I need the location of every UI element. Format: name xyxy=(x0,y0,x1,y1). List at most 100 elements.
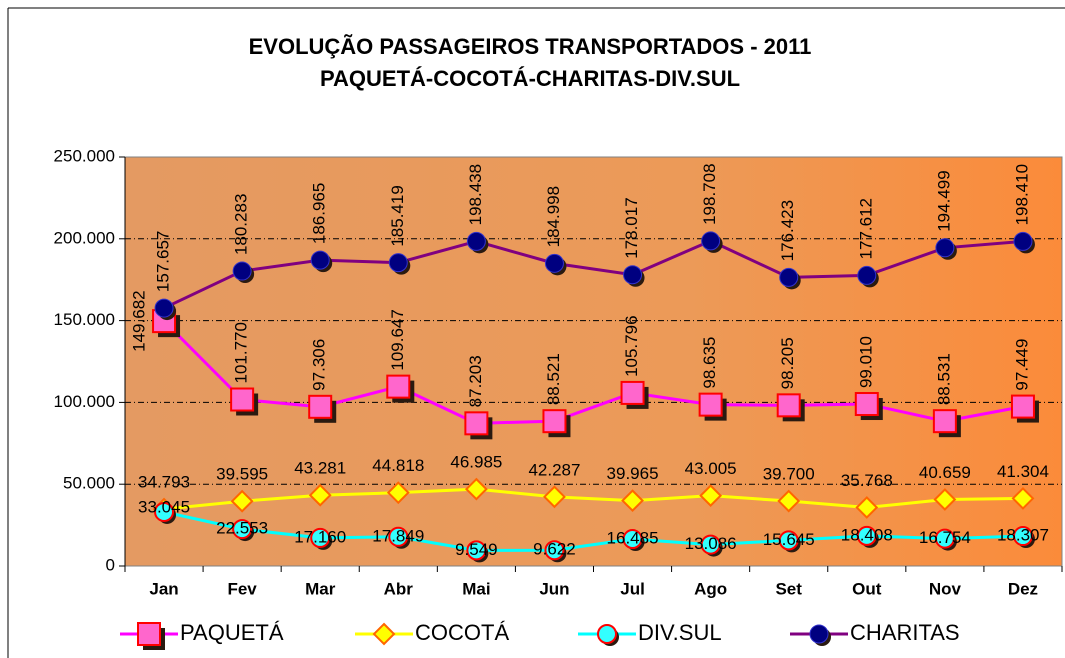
marker xyxy=(154,298,174,318)
data-label: 176.423 xyxy=(778,200,797,261)
marker xyxy=(621,489,644,513)
data-label: 198.438 xyxy=(466,164,485,225)
data-label: 9.549 xyxy=(455,540,498,559)
data-label: 39.700 xyxy=(763,465,815,484)
data-label: 16.485 xyxy=(607,529,659,548)
data-label: 15.645 xyxy=(763,530,815,549)
marker xyxy=(778,530,799,551)
marker xyxy=(543,485,566,509)
data-label: 35.768 xyxy=(841,471,893,490)
data-label: 99.010 xyxy=(856,336,875,388)
marker xyxy=(620,380,645,405)
data-label: 149.682 xyxy=(130,290,149,351)
data-label: 98.635 xyxy=(700,337,719,389)
chart-title: EVOLUÇÃO PASSAGEIROS TRANSPORTADOS - 201… xyxy=(249,34,812,59)
x-tick-label: Set xyxy=(775,579,802,598)
legend-label: COCOTÁ xyxy=(415,620,509,645)
data-label: 18.408 xyxy=(841,525,893,544)
marker xyxy=(230,489,254,513)
marker xyxy=(388,526,409,547)
marker xyxy=(854,392,879,417)
data-label: 109.647 xyxy=(388,309,407,370)
series-line xyxy=(163,510,1024,552)
marker xyxy=(542,409,567,434)
x-tick-label: Dez xyxy=(1008,579,1038,598)
marker xyxy=(308,483,332,507)
data-label: 98.205 xyxy=(778,337,797,389)
marker xyxy=(857,265,877,285)
data-label: 43.281 xyxy=(294,459,346,478)
marker xyxy=(701,231,721,251)
marker xyxy=(544,540,565,561)
marker xyxy=(310,527,331,548)
marker xyxy=(779,267,799,287)
marker xyxy=(232,261,252,281)
data-label: 18.307 xyxy=(997,526,1049,545)
marker xyxy=(544,253,564,273)
data-label: 97.306 xyxy=(310,339,329,391)
marker xyxy=(464,477,488,501)
data-label: 40.659 xyxy=(919,463,971,482)
marker xyxy=(777,489,801,513)
data-label: 17.160 xyxy=(294,527,346,546)
data-label: 13.086 xyxy=(685,534,737,553)
marker xyxy=(699,484,723,508)
x-tick-label: Out xyxy=(852,579,882,598)
marker xyxy=(700,534,721,555)
marker xyxy=(856,525,877,546)
legend-label: CHARITAS xyxy=(850,620,960,645)
data-label: 198.410 xyxy=(1012,164,1031,225)
plot-area xyxy=(124,156,1063,567)
y-tick-label: 0 xyxy=(106,555,115,574)
marker xyxy=(466,231,486,251)
x-tick-label: Abr xyxy=(384,579,414,598)
data-label: 39.595 xyxy=(216,465,268,484)
marker xyxy=(388,253,408,273)
data-label: 43.005 xyxy=(685,459,737,478)
marker xyxy=(935,238,955,258)
data-label: 198.708 xyxy=(700,163,719,224)
data-label: 17.849 xyxy=(372,526,424,545)
marker xyxy=(1011,487,1035,510)
x-tick-label: Nov xyxy=(929,579,962,598)
legend-label: PAQUETÁ xyxy=(180,620,284,645)
x-tick-label: Jul xyxy=(620,579,645,598)
marker xyxy=(308,394,333,419)
data-label: 87.203 xyxy=(466,355,485,407)
data-label: 88.521 xyxy=(544,353,563,405)
data-label: 178.017 xyxy=(622,197,641,258)
marker xyxy=(932,409,957,434)
legend-marker xyxy=(137,622,161,646)
data-label: 180.283 xyxy=(232,194,251,255)
data-label: 42.287 xyxy=(528,460,580,479)
x-tick-label: Mai xyxy=(462,579,490,598)
data-label: 177.612 xyxy=(856,198,875,259)
y-tick-label: 150.000 xyxy=(54,310,115,329)
marker xyxy=(310,250,330,270)
x-tick-label: Ago xyxy=(694,579,727,598)
marker xyxy=(623,265,643,285)
marker xyxy=(466,540,487,561)
series-line xyxy=(163,487,1023,511)
chart-subtitle: PAQUETÁ-COCOTÁ-CHARITAS-DIV.SUL xyxy=(320,66,740,91)
data-label: 157.657 xyxy=(154,231,173,292)
data-label: 33.045 xyxy=(138,497,190,516)
y-tick-label: 200.000 xyxy=(54,228,115,247)
x-tick-label: Mar xyxy=(305,579,336,598)
marker xyxy=(698,392,723,417)
data-label: 44.818 xyxy=(372,456,424,475)
marker xyxy=(1013,231,1033,251)
data-label: 194.499 xyxy=(934,170,953,231)
legend-marker xyxy=(809,624,829,644)
marker xyxy=(1012,526,1033,547)
marker xyxy=(776,393,801,418)
data-label: 185.419 xyxy=(388,185,407,246)
data-label: 46.985 xyxy=(450,453,502,472)
marker xyxy=(1010,394,1035,419)
data-label: 9.622 xyxy=(533,540,576,559)
data-label: 41.304 xyxy=(997,462,1049,481)
data-label: 16.754 xyxy=(919,528,971,547)
data-label: 97.449 xyxy=(1012,339,1031,391)
marker xyxy=(934,528,955,549)
data-label: 34.793 xyxy=(138,473,190,492)
